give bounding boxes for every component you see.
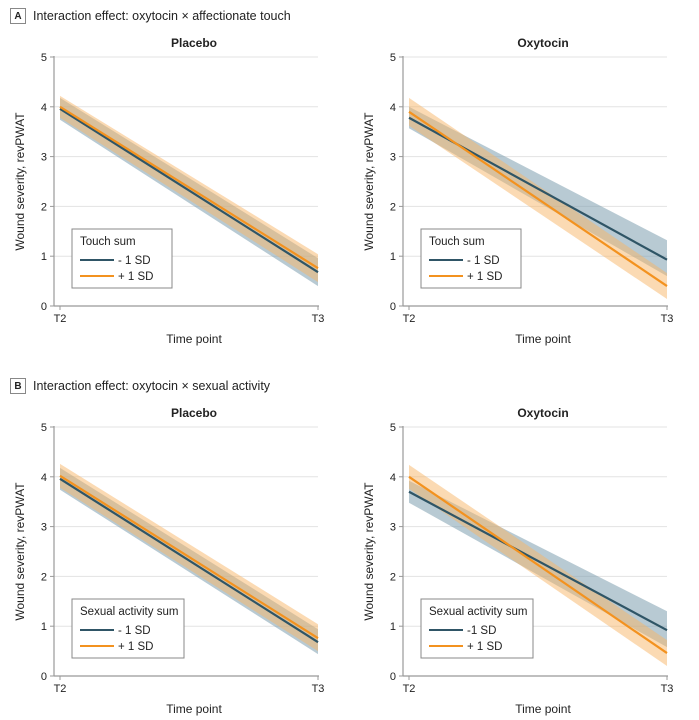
panel-a-letter: A	[10, 8, 26, 24]
y-tick-label: 0	[390, 671, 396, 683]
y-tick-label: 2	[390, 201, 396, 213]
y-tick-label: 5	[390, 52, 396, 64]
legend-label-plus-sd: + 1 SD	[118, 271, 153, 283]
y-tick-label: 2	[390, 571, 396, 583]
legend-label-plus-sd: + 1 SD	[467, 271, 502, 283]
y-axis-label: Wound severity, revPWAT	[362, 482, 376, 621]
series-line-plus-sd	[408, 475, 668, 655]
x-axis-label: Time point	[515, 702, 571, 716]
chart-title: Oxytocin	[517, 36, 568, 50]
x-axis-label: Time point	[166, 332, 222, 346]
y-tick-label: 5	[41, 422, 47, 434]
x-tick-label: T2	[403, 313, 416, 325]
y-tick-label: 2	[41, 201, 47, 213]
legend-title: Sexual activity sum	[80, 606, 178, 618]
y-tick-label: 4	[41, 472, 47, 484]
y-axis-label: Wound severity, revPWAT	[13, 112, 27, 251]
y-tick-label: 0	[41, 301, 47, 313]
y-axis-label: Wound severity, revPWAT	[13, 482, 27, 621]
x-tick-label: T3	[312, 683, 325, 695]
legend-label-plus-sd: + 1 SD	[118, 641, 153, 653]
chart-a-oxytocin: Oxytocin 0 1 2 3 4 5 T2 T3 Time point Wound severi…	[362, 36, 674, 346]
legend-title: Sexual activity sum	[429, 606, 527, 618]
x-tick-label: T3	[312, 313, 325, 325]
y-axis-label: Wound severity, revPWAT	[362, 112, 376, 251]
x-axis-label: Time point	[166, 702, 222, 716]
chart-b-oxytocin: Oxytocin 0 1 2 3 4 5 T2 T3 Time point Wound severi…	[362, 406, 674, 716]
panel-a-title: Interaction effect: oxytocin × affection…	[33, 9, 291, 23]
y-tick-label: 3	[41, 152, 47, 164]
y-tick-label: 0	[390, 301, 396, 313]
y-tick-label: 1	[41, 251, 47, 263]
y-tick-label: 3	[390, 522, 396, 534]
legend-label-minus-sd: - 1 SD	[467, 255, 500, 267]
chart-b-placebo: Placebo 0 1 2 3 4 5 T2 T3 Time point Wound severit…	[13, 406, 325, 716]
legend-label-minus-sd: - 1 SD	[118, 625, 151, 637]
series-line-plus-sd	[59, 105, 319, 270]
panel-a-header: A Interaction effect: oxytocin × affecti…	[10, 7, 291, 25]
y-tick-label: 3	[390, 152, 396, 164]
legend-label-minus-sd: -1 SD	[467, 625, 496, 637]
y-tick-label: 1	[390, 621, 396, 633]
legend-box	[420, 598, 534, 659]
legend-title: Touch sum	[429, 236, 485, 248]
y-tick-label: 4	[390, 472, 396, 484]
panel-b-header: B Interaction effect: oxytocin × sexual …	[10, 377, 270, 395]
legend-box	[420, 228, 522, 289]
legend-box	[71, 228, 173, 289]
series-line-plus-sd	[59, 474, 319, 640]
y-tick-label: 0	[41, 671, 47, 683]
panel-b-title: Interaction effect: oxytocin × sexual ac…	[33, 379, 271, 393]
x-axis-label: Time point	[515, 332, 571, 346]
x-tick-label: T3	[661, 313, 674, 325]
chart-title: Placebo	[171, 406, 217, 420]
series-line-minus-sd	[59, 477, 319, 644]
y-tick-label: 3	[41, 522, 47, 534]
chart-a-placebo: Placebo 0 1 2 3 4 5 T2 T3 Time point Wound severit…	[13, 36, 325, 346]
legend-label-plus-sd: + 1 SD	[467, 641, 502, 653]
chart-title: Placebo	[171, 36, 217, 50]
series-line-minus-sd	[59, 107, 319, 274]
series-line-plus-sd	[408, 110, 668, 287]
y-tick-label: 5	[41, 52, 47, 64]
legend-label-minus-sd: - 1 SD	[118, 255, 151, 267]
panel-b-letter: B	[10, 378, 26, 394]
y-tick-label: 2	[41, 571, 47, 583]
ci-band-plus-sd	[60, 95, 318, 283]
y-tick-label: 4	[41, 102, 47, 114]
x-tick-label: T2	[54, 313, 67, 325]
x-tick-label: T3	[661, 683, 674, 695]
y-tick-label: 5	[390, 422, 396, 434]
legend-box	[71, 598, 185, 659]
chart-title: Oxytocin	[517, 406, 568, 420]
y-tick-label: 4	[390, 102, 396, 114]
series-line-minus-sd	[408, 490, 668, 632]
y-tick-label: 1	[390, 251, 396, 263]
x-tick-label: T2	[403, 683, 416, 695]
legend-title: Touch sum	[80, 236, 136, 248]
y-tick-label: 1	[41, 621, 47, 633]
x-tick-label: T2	[54, 683, 67, 695]
